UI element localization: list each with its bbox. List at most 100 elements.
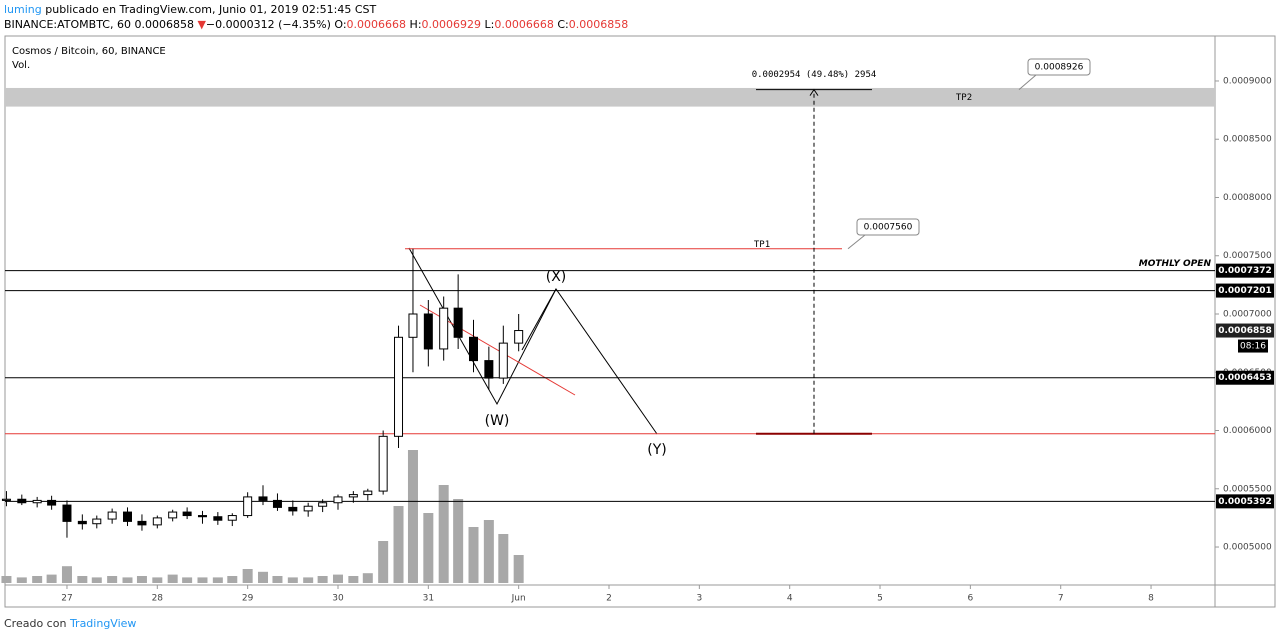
- volume-bar: [362, 573, 373, 583]
- volume-bar: [423, 513, 434, 583]
- wave-link: [521, 288, 557, 351]
- x-tick-label: 8: [1148, 594, 1154, 604]
- o-label: O:: [334, 18, 347, 31]
- wave-path: [408, 247, 658, 435]
- level-label: 0.0007201: [1218, 286, 1272, 296]
- y-tick-label: 0.0008500: [1223, 135, 1272, 145]
- volume-bar: [77, 576, 88, 583]
- candle-body: [378, 435, 388, 492]
- frame: [4, 35, 1276, 608]
- candle-body: [168, 511, 178, 519]
- candle-body: [227, 515, 237, 521]
- volume-bar: [152, 577, 163, 583]
- volume-bar: [122, 577, 133, 583]
- tp2-band: [5, 87, 1215, 107]
- volume-bar: [227, 576, 238, 583]
- candle-body: [288, 506, 298, 512]
- volume-bar: [46, 574, 57, 583]
- y-tick-label: 0.0009000: [1223, 76, 1272, 86]
- volume-bar: [32, 576, 43, 583]
- author[interactable]: luming: [4, 3, 42, 16]
- made-with: Creado con: [4, 617, 67, 630]
- candle-body: [453, 307, 463, 338]
- callout-pointer: [1018, 74, 1037, 90]
- volume-bar: [513, 555, 524, 583]
- candle-body: [423, 313, 433, 350]
- candle-body: [107, 511, 117, 520]
- published: publicado en TradingView.com, Junio 01, …: [45, 3, 377, 16]
- volume-bar: [317, 576, 328, 583]
- candle-body: [498, 342, 508, 379]
- level-box: [1216, 263, 1274, 278]
- tp2-text: TP2: [956, 93, 972, 103]
- volume-bar: [498, 534, 509, 583]
- chart-title: Cosmos / Bitcoin, 60, BINANCE: [12, 46, 166, 57]
- volume-label: Vol.: [12, 60, 30, 71]
- wave-w: (W): [485, 413, 510, 429]
- x-tick-label: 5: [877, 594, 883, 604]
- wave-x: (X): [546, 269, 567, 285]
- wave-y: (Y): [647, 442, 666, 458]
- volume-bar: [91, 577, 102, 583]
- level-box: [1216, 370, 1274, 385]
- y-tick-label: 0.0007500: [1223, 251, 1272, 261]
- y-tick-label: 0.0005500: [1223, 484, 1272, 494]
- footer: Creado con TradingView: [4, 617, 136, 630]
- change: −0.0000312 (−4.35%): [205, 18, 331, 31]
- volume-bar: [107, 576, 118, 583]
- x-tick-label: 7: [1058, 594, 1064, 604]
- candle-body: [243, 496, 253, 517]
- volume-bar: [468, 527, 479, 583]
- volume-bar: [348, 576, 359, 583]
- measure-head: [809, 88, 819, 96]
- level-label: 0.0007372: [1218, 266, 1272, 276]
- h-label: H:: [409, 18, 422, 31]
- volume-bar: [16, 577, 27, 583]
- volume-bar: [393, 506, 404, 583]
- y-tick-label: 0.0006000: [1223, 426, 1272, 436]
- volume-bar: [303, 577, 314, 583]
- volume-bar: [332, 574, 343, 583]
- level-box: [1216, 283, 1274, 298]
- level-note: MOTHLY OPEN: [1139, 259, 1212, 269]
- x-tick-label: 3: [696, 594, 702, 604]
- volume-bar: [167, 574, 178, 583]
- price: 0.0006858: [134, 18, 194, 31]
- callout-box: [856, 218, 920, 236]
- x-tick-label: 28: [152, 594, 164, 604]
- candle-body: [363, 490, 373, 496]
- level-box: [1216, 494, 1274, 509]
- candle-body: [62, 504, 72, 522]
- countdown: 08:16: [1240, 342, 1266, 352]
- candle-body: [514, 330, 524, 344]
- symbol: BINANCE:ATOMBTC, 60: [4, 18, 131, 31]
- countdown-box: [1238, 339, 1268, 353]
- volume-bar: [1, 576, 12, 583]
- candle-body: [137, 520, 147, 526]
- candle-body: [47, 499, 57, 506]
- tp1-text: TP1: [754, 240, 770, 250]
- candle-body: [333, 496, 343, 504]
- level-label: 0.0006453: [1218, 373, 1272, 383]
- candle-body: [197, 515, 207, 518]
- volume-bar: [197, 577, 208, 583]
- volume-bar: [182, 577, 193, 583]
- x-tick-label: 27: [61, 594, 72, 604]
- x-tick-label: 6: [967, 594, 973, 604]
- level-label: 0.0005392: [1218, 497, 1272, 507]
- callout-pointer: [847, 234, 866, 250]
- y-tick-label: 0.0007000: [1223, 309, 1272, 319]
- wave-lines: [408, 247, 658, 435]
- candle-body: [122, 511, 132, 522]
- l: 0.0006668: [494, 18, 554, 31]
- candle-body: [394, 336, 404, 437]
- volume-bar: [212, 577, 223, 583]
- candle-body: [348, 494, 358, 498]
- x-tick-label: 2: [606, 594, 612, 604]
- candle-body: [17, 498, 27, 504]
- candle-body: [213, 516, 223, 521]
- volume-bar: [272, 576, 283, 583]
- x-tick-label: 29: [242, 594, 254, 604]
- x-tick-label: 31: [423, 594, 434, 604]
- brand[interactable]: TradingView: [69, 617, 137, 630]
